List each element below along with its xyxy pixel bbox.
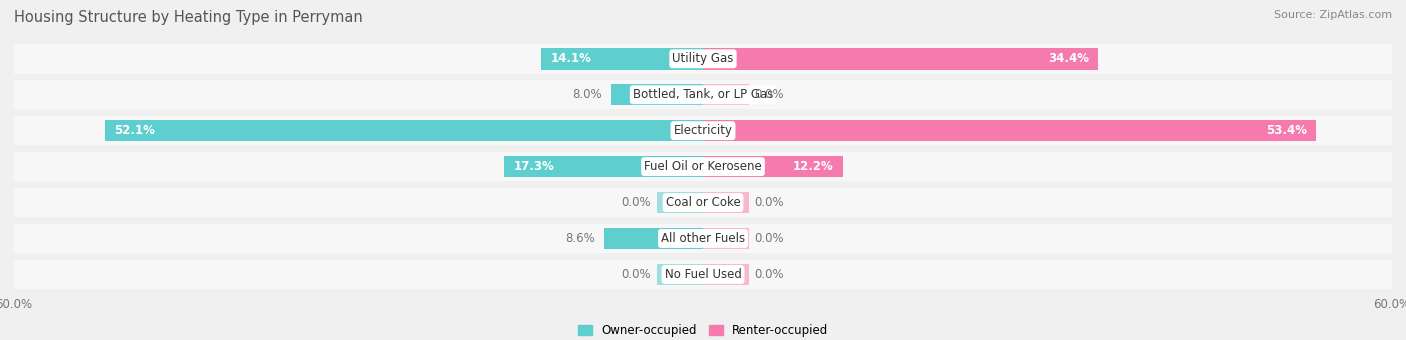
Text: 34.4%: 34.4% — [1047, 52, 1088, 65]
Bar — [703, 84, 749, 105]
Bar — [703, 48, 1098, 70]
Text: 0.0%: 0.0% — [621, 268, 651, 281]
Bar — [703, 264, 749, 285]
Bar — [657, 192, 703, 213]
Bar — [14, 44, 1392, 73]
Text: Bottled, Tank, or LP Gas: Bottled, Tank, or LP Gas — [633, 88, 773, 101]
Bar — [703, 120, 1316, 141]
Text: Electricity: Electricity — [673, 124, 733, 137]
Text: 8.0%: 8.0% — [572, 88, 602, 101]
Text: Source: ZipAtlas.com: Source: ZipAtlas.com — [1274, 10, 1392, 20]
Bar — [657, 264, 703, 285]
Text: 53.4%: 53.4% — [1265, 124, 1308, 137]
Text: 0.0%: 0.0% — [621, 196, 651, 209]
Text: No Fuel Used: No Fuel Used — [665, 268, 741, 281]
Text: 52.1%: 52.1% — [114, 124, 155, 137]
Text: Fuel Oil or Kerosene: Fuel Oil or Kerosene — [644, 160, 762, 173]
Bar — [14, 80, 1392, 109]
Bar — [703, 192, 749, 213]
Text: All other Fuels: All other Fuels — [661, 232, 745, 245]
Text: Housing Structure by Heating Type in Perryman: Housing Structure by Heating Type in Per… — [14, 10, 363, 25]
Legend: Owner-occupied, Renter-occupied: Owner-occupied, Renter-occupied — [572, 319, 834, 340]
Bar — [14, 188, 1392, 217]
Text: 12.2%: 12.2% — [793, 160, 834, 173]
Bar — [541, 48, 703, 70]
Bar — [605, 228, 703, 249]
Bar — [505, 156, 703, 177]
Text: 8.6%: 8.6% — [565, 232, 595, 245]
Text: 0.0%: 0.0% — [755, 232, 785, 245]
Text: 0.0%: 0.0% — [755, 268, 785, 281]
Text: 0.0%: 0.0% — [755, 88, 785, 101]
Bar — [612, 84, 703, 105]
Text: 14.1%: 14.1% — [550, 52, 591, 65]
Bar — [105, 120, 703, 141]
Bar — [703, 228, 749, 249]
Text: Utility Gas: Utility Gas — [672, 52, 734, 65]
Bar — [14, 152, 1392, 181]
Text: Coal or Coke: Coal or Coke — [665, 196, 741, 209]
Bar — [703, 156, 844, 177]
Bar — [14, 224, 1392, 253]
Text: 0.0%: 0.0% — [755, 196, 785, 209]
Bar — [14, 116, 1392, 146]
Text: 17.3%: 17.3% — [513, 160, 554, 173]
Bar — [14, 260, 1392, 289]
